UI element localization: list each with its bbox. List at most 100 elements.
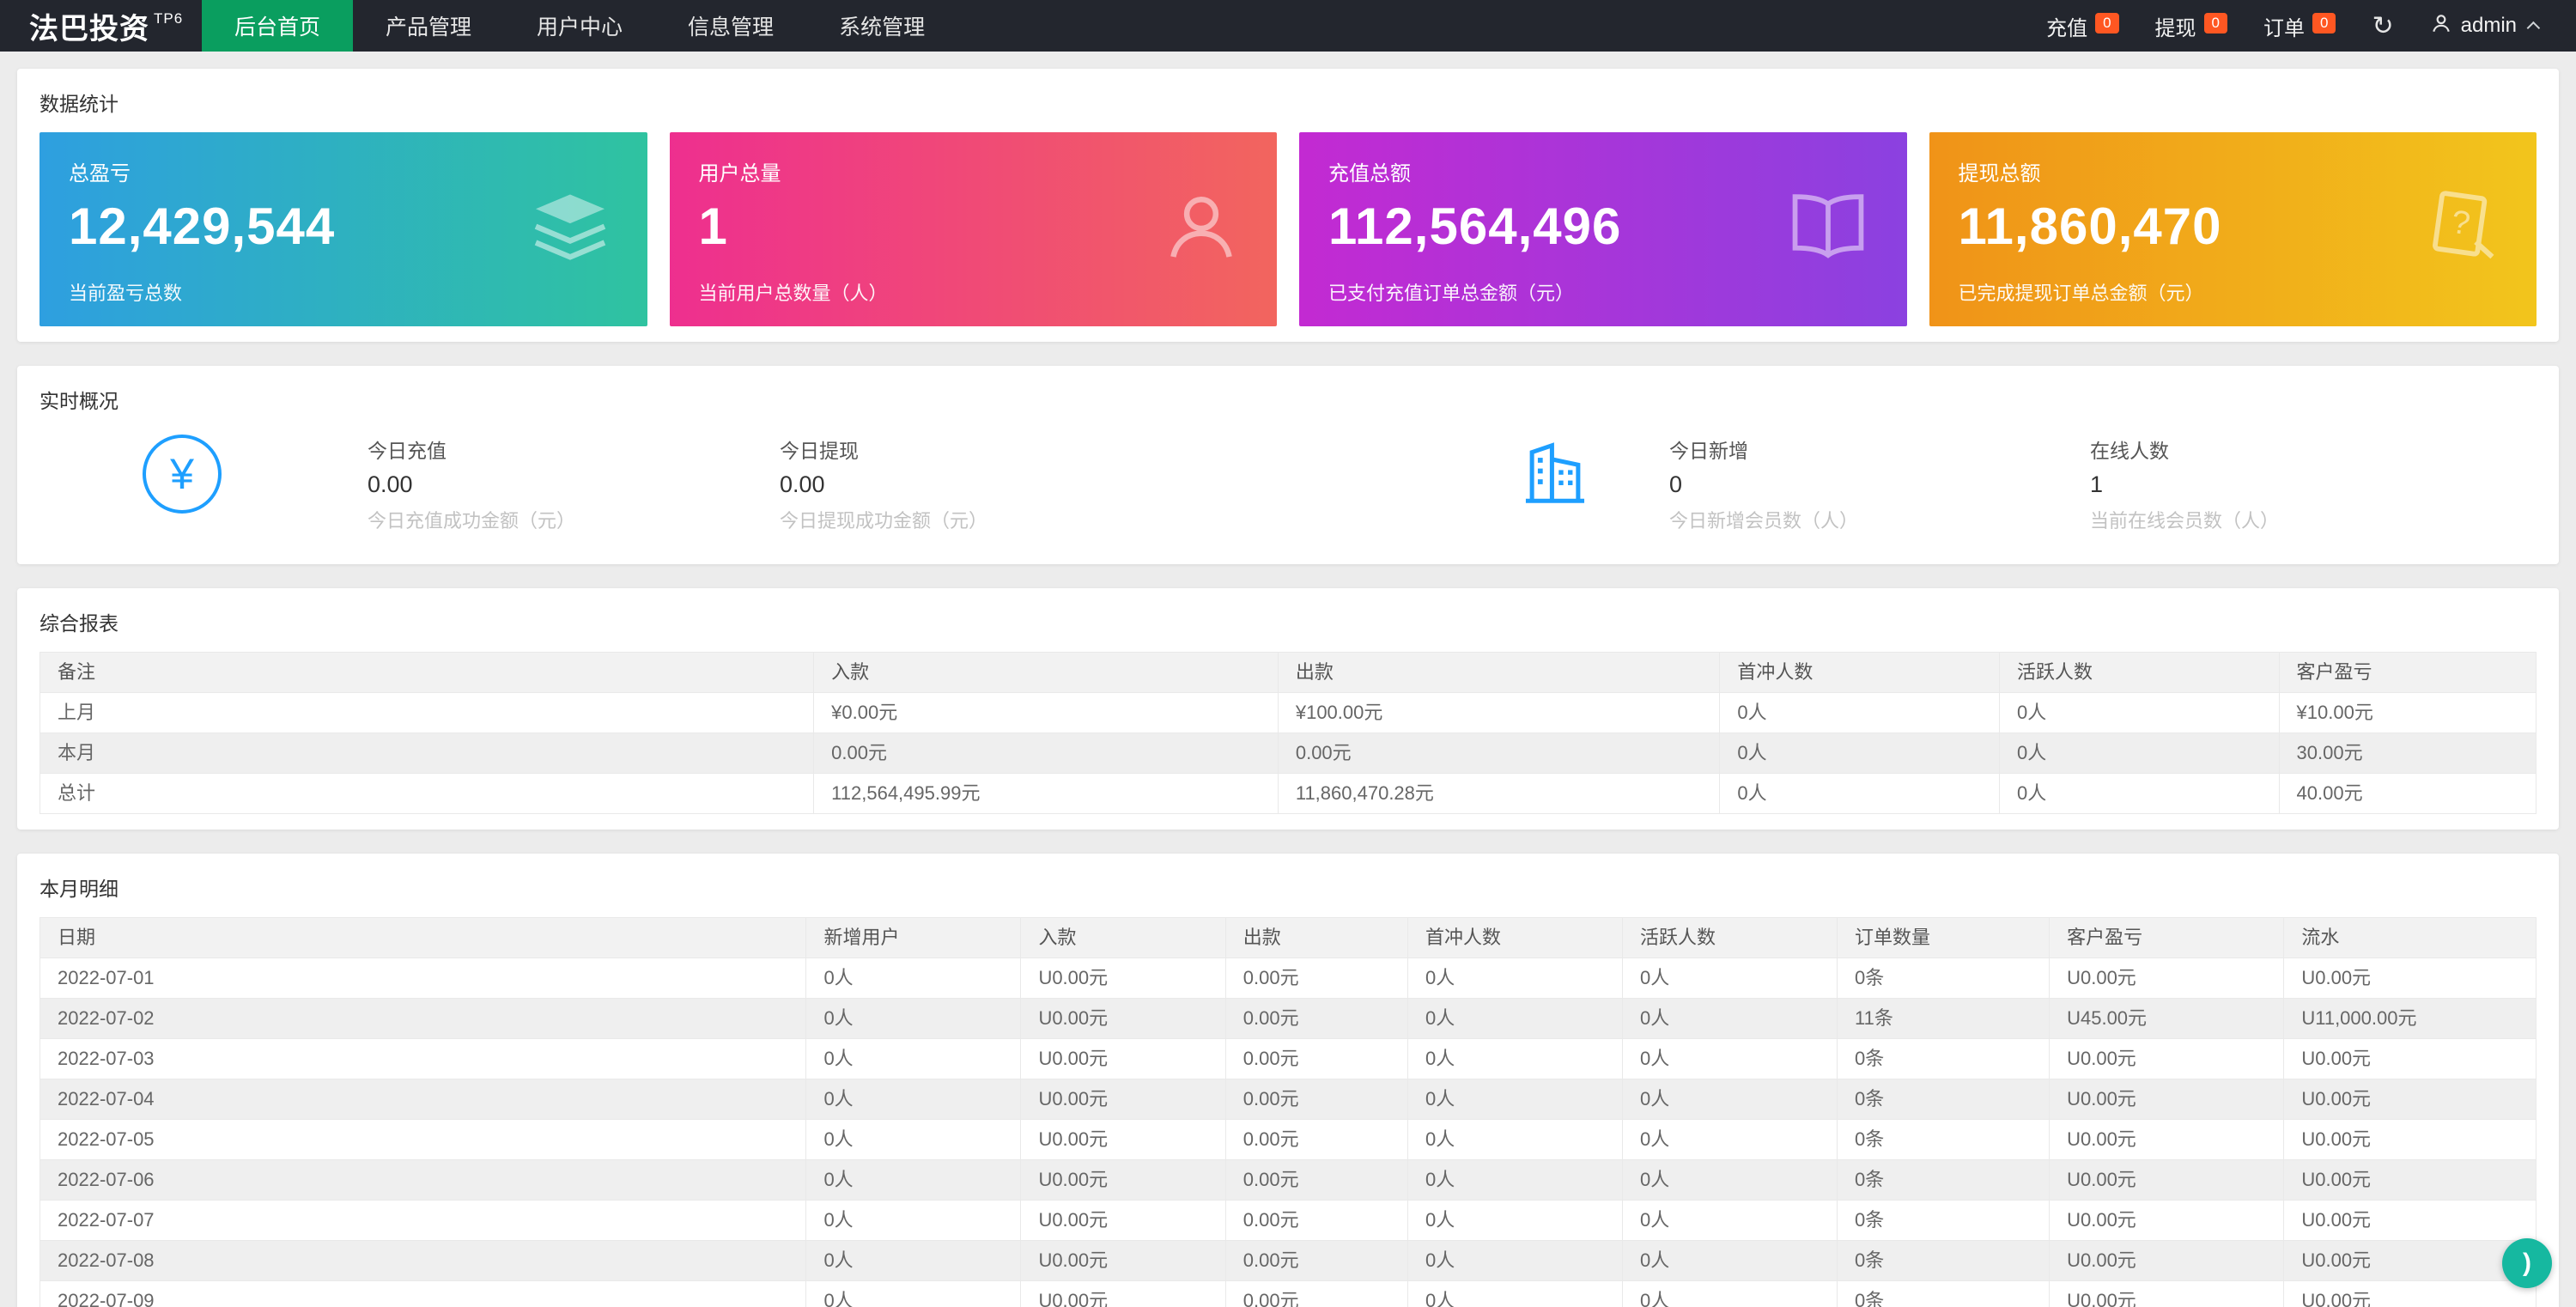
- table-cell: 0条: [1836, 957, 2050, 999]
- column-header: 客户盈亏: [2278, 652, 2537, 693]
- table-cell: 0人: [1998, 773, 2280, 814]
- menu-item-system[interactable]: 系统管理: [839, 15, 926, 40]
- table-cell: 0人: [1622, 1038, 1838, 1079]
- table-cell: 0条: [1836, 1280, 2050, 1307]
- table-cell: U0.00元: [1020, 1240, 1226, 1281]
- username: admin: [2460, 14, 2517, 37]
- table-row: 上月 ¥0.00元 ¥100.00元 0人 0人 ¥10.00元: [39, 692, 2537, 733]
- column-header: 入款: [1020, 917, 1226, 958]
- table-cell: 0人: [1719, 692, 2000, 733]
- navbar-right: 充值 0 提现 0 订单 0 ↻ admin: [2046, 0, 2576, 52]
- menu-item-info[interactable]: 信息管理: [688, 15, 775, 40]
- withdraw-count-badge: 0: [2203, 13, 2228, 33]
- stat-card-total-users: 用户总量 1 当前用户总数量（人）: [669, 132, 1277, 326]
- table-cell: 0.00元: [1277, 733, 1721, 774]
- table-row: 2022-07-03 0人 U0.00元 0.00元 0人 0人 0条 U0.00元 U0.00…: [39, 1038, 2537, 1079]
- withdraw-label: 提现: [2154, 16, 2196, 40]
- today-withdraw-stat: 今日提现 0.00 今日提现成功金额（元）: [780, 435, 1518, 533]
- table-cell: 0人: [1998, 733, 2280, 774]
- table-cell: 0.00元: [1224, 1200, 1409, 1241]
- menu-item-user-center[interactable]: 用户中心: [537, 15, 623, 40]
- withdraw-shortcut[interactable]: 提现 0: [2154, 11, 2228, 41]
- table-cell: 0条: [1836, 1240, 2050, 1281]
- stat-value: 112,564,496: [1328, 198, 1622, 255]
- table-cell: 0人: [805, 998, 1022, 1039]
- order-count-badge: 0: [2312, 13, 2336, 33]
- column-header: 首冲人数: [1407, 917, 1623, 958]
- table-row: 本月 0.00元 0.00元 0人 0人 30.00元: [39, 733, 2537, 774]
- table-row: 2022-07-06 0人 U0.00元 0.00元 0人 0人 0条 U0.00元 U0.00…: [39, 1159, 2537, 1201]
- recharge-shortcut[interactable]: 充值 0: [2046, 11, 2119, 41]
- table-cell: 0人: [1622, 1159, 1838, 1201]
- user-menu[interactable]: admin: [2430, 12, 2541, 40]
- table-cell: 0人: [1407, 1119, 1623, 1160]
- table-cell: U0.00元: [1020, 1038, 1226, 1079]
- realtime-row: ¥ 今日充值 0.00 今日充值成功金额（元） 今日提现 0.00 今日提现成功…: [39, 429, 2537, 549]
- table-cell: 0.00元: [1224, 1038, 1409, 1079]
- refresh-icon[interactable]: ↻: [2372, 11, 2394, 40]
- yen-circle-icon: ¥: [143, 435, 222, 514]
- brand-version: TP6: [154, 10, 184, 27]
- table-cell: U0.00元: [1020, 1200, 1226, 1241]
- recharge-label: 充值: [2046, 16, 2088, 40]
- table-cell: 0条: [1836, 1200, 2050, 1241]
- table-cell: 0人: [1622, 1119, 1838, 1160]
- building-icon: [1518, 436, 1592, 514]
- column-header: 日期: [39, 917, 807, 958]
- today-recharge-stat: 今日充值 0.00 今日充值成功金额（元）: [368, 435, 780, 533]
- table-row: 2022-07-05 0人 U0.00元 0.00元 0人 0人 0条 U0.00元 U0.00…: [39, 1119, 2537, 1160]
- column-header: 入款: [813, 652, 1279, 693]
- column-header: 新增用户: [805, 917, 1022, 958]
- table-cell: ¥0.00元: [813, 692, 1279, 733]
- month-detail-panel: 本月明细 日期 新增用户 入款 出款 首冲人数 活跃人数 订单数量 客户盈亏 流水 2022-0…: [17, 854, 2559, 1307]
- table-cell: 0人: [1407, 1280, 1623, 1307]
- table-cell: 0人: [805, 1280, 1022, 1307]
- table-cell: 0人: [1407, 1200, 1623, 1241]
- table-cell: 0.00元: [813, 733, 1279, 774]
- table-cell: 0人: [805, 1240, 1022, 1281]
- stat-label: 今日新增: [1669, 440, 1748, 462]
- stat-card-total-withdraw: 提现总额 11,860,470 已完成提现订单总金额（元） ?: [1929, 132, 2537, 326]
- table-header-row: 日期 新增用户 入款 出款 首冲人数 活跃人数 订单数量 客户盈亏 流水: [39, 917, 2537, 958]
- column-header: 客户盈亏: [2049, 917, 2285, 958]
- table-row: 总计 112,564,495.99元 11,860,470.28元 0人 0人 40.00…: [39, 773, 2537, 814]
- stat-value: 11,860,470: [1958, 198, 2222, 255]
- table-cell: 0条: [1836, 1079, 2050, 1120]
- table-cell: 0人: [1622, 957, 1838, 999]
- table-cell: 0人: [1407, 1240, 1623, 1281]
- stat-value: 12,429,544: [69, 198, 336, 255]
- table-cell: U0.00元: [2049, 1038, 2285, 1079]
- realtime-panel-title: 实时概况: [39, 390, 118, 412]
- table-cell: U0.00元: [2049, 957, 2285, 999]
- chevron-up-icon: [2526, 21, 2541, 34]
- menu-item-products[interactable]: 产品管理: [386, 15, 472, 40]
- table-cell: U0.00元: [2049, 1119, 2285, 1160]
- table-cell: 0人: [805, 957, 1022, 999]
- layers-icon: [529, 191, 611, 269]
- menu-item-dashboard[interactable]: 后台首页: [202, 0, 354, 52]
- side-panel-toggle-button[interactable]: ): [2502, 1238, 2552, 1288]
- table-cell: 2022-07-03: [39, 1038, 807, 1079]
- brand-title: 法巴投资: [29, 12, 149, 46]
- table-cell: U0.00元: [2283, 1280, 2537, 1307]
- order-shortcut[interactable]: 订单 0: [2263, 11, 2336, 41]
- table-cell: 0.00元: [1224, 1159, 1409, 1201]
- stat-desc: 当前用户总数量（人）: [698, 283, 888, 304]
- table-cell: 0条: [1836, 1119, 2050, 1160]
- column-header: 活跃人数: [1998, 652, 2280, 693]
- table-cell: 0人: [1622, 1280, 1838, 1307]
- table-cell: 0人: [1407, 1159, 1623, 1201]
- table-cell: 40.00元: [2278, 773, 2537, 814]
- stat-desc: 当前在线会员数（人）: [2090, 510, 2280, 532]
- stat-value: 1: [698, 198, 728, 255]
- stat-desc: 今日提现成功金额（元）: [780, 510, 988, 532]
- table-cell: 2022-07-02: [39, 998, 807, 1039]
- table-cell: 0人: [1719, 733, 2000, 774]
- table-cell: U0.00元: [2049, 1159, 2285, 1201]
- table-cell: 0人: [1407, 1079, 1623, 1120]
- table-cell: 2022-07-04: [39, 1079, 807, 1120]
- table-cell: U0.00元: [2283, 1159, 2537, 1201]
- table-cell: 0.00元: [1224, 957, 1409, 999]
- table-cell: 0人: [1622, 1240, 1838, 1281]
- summary-table: 备注 入款 出款 首冲人数 活跃人数 客户盈亏 上月 ¥0.00元 ¥100.00元 0人 0人 ¥…: [39, 652, 2537, 814]
